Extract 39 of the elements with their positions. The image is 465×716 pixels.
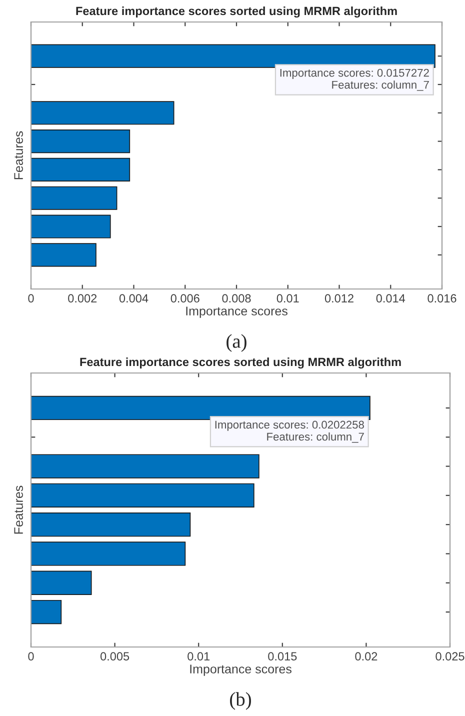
bar [31, 214, 111, 238]
bar [31, 600, 62, 624]
x-tick-label: 0.01 [276, 294, 299, 303]
x-tick-label: 0.008 [222, 294, 251, 303]
bar [31, 483, 254, 508]
y-axis-title: Features [14, 131, 23, 180]
x-tick-label: 0.02 [355, 652, 378, 661]
y-axis-title: Features [14, 486, 23, 534]
text: (a) [226, 334, 246, 352]
bar [31, 396, 370, 420]
bar [31, 158, 130, 182]
bar [31, 542, 186, 566]
bar [31, 570, 92, 595]
annotation: Importance scores: 0.0157272 Features: column_7 [280, 68, 429, 91]
bar [31, 130, 130, 154]
annotation: Importance scores: 0.0202258 Features: column_7 [215, 420, 364, 443]
x-tick-label: 0.012 [324, 294, 354, 303]
text: (b) [230, 692, 251, 710]
x-tick-label: 0 [28, 652, 34, 661]
x-axis-title: Importance scores [186, 306, 288, 318]
x-tick-label: 0.015 [268, 652, 297, 661]
bar [31, 243, 96, 267]
x-tick-label: 0.016 [428, 294, 456, 303]
x-tick-label: 0.004 [119, 294, 148, 303]
bar [31, 44, 436, 68]
x-tick-label: 0.025 [436, 652, 464, 661]
x-tick-label: 0.005 [100, 652, 130, 661]
bar [31, 101, 174, 125]
bar [31, 454, 260, 478]
x-tick-label: 0.006 [170, 294, 200, 303]
chart-title: Feature importance scores sorted using MRMR algorithm [80, 358, 401, 369]
chart-title: Feature importance scores sorted using MRMR algorithm [76, 6, 397, 18]
x-tick-label: 0.002 [68, 294, 97, 303]
x-tick-label: 0 [28, 294, 34, 303]
bar [31, 186, 118, 210]
x-tick-label: 0.01 [188, 652, 210, 661]
x-axis-title: Importance scores [190, 664, 292, 676]
x-tick-label: 0.014 [376, 294, 406, 303]
bar [31, 512, 191, 537]
